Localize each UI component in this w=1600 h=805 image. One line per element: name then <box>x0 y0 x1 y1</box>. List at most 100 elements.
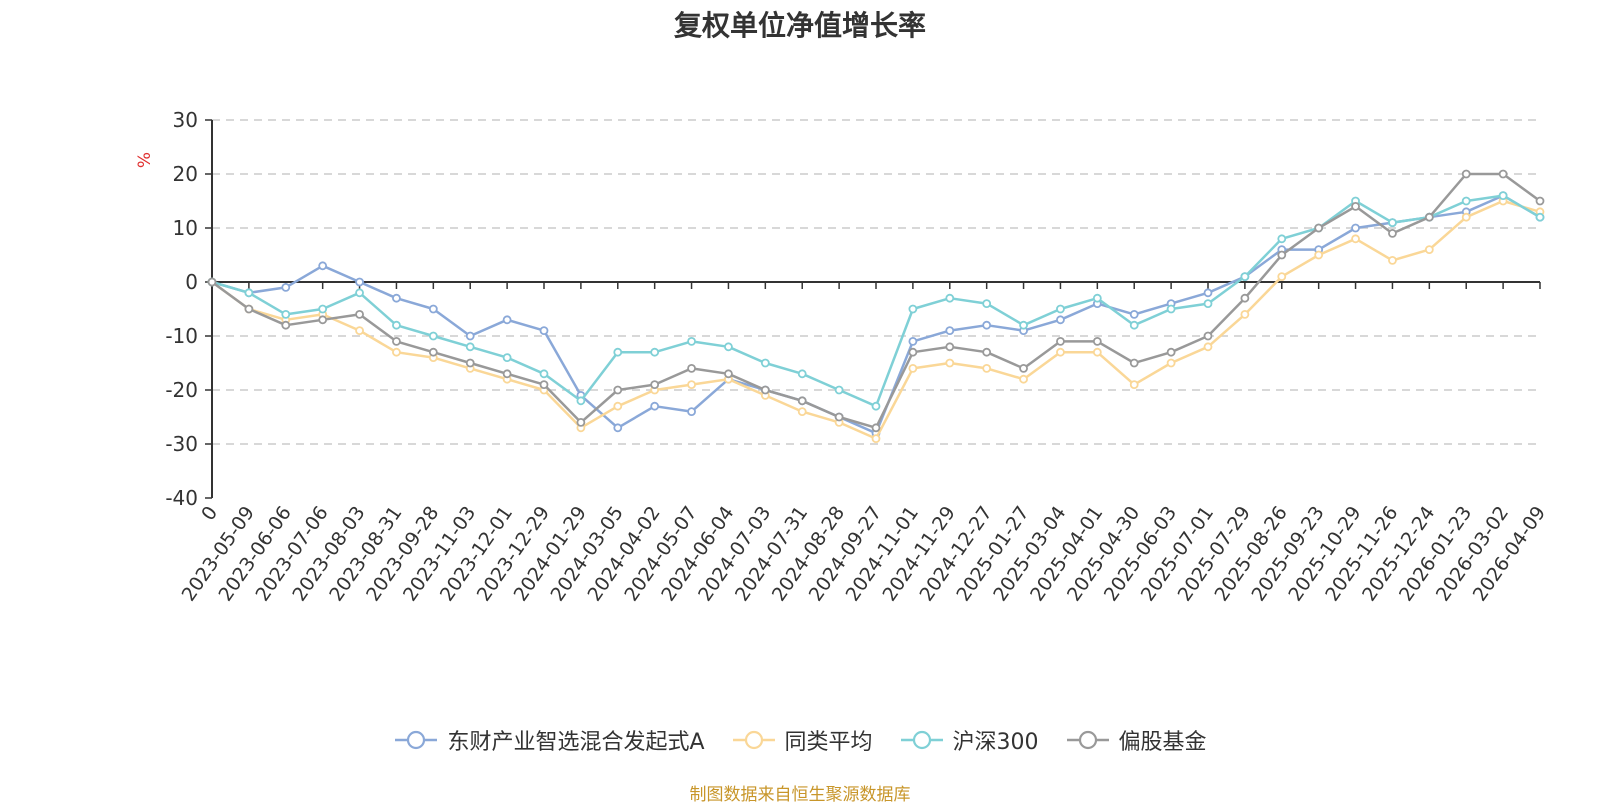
data-point <box>908 347 918 357</box>
chart-title: 复权单位净值增长率 <box>673 9 926 42</box>
data-point <box>982 320 992 330</box>
legend-swatch-icon <box>395 730 438 750</box>
series-line <box>211 194 1541 408</box>
data-point <box>945 342 955 352</box>
data-point <box>945 358 955 368</box>
data-point <box>318 261 328 271</box>
data-point <box>1461 169 1471 179</box>
data-point <box>281 309 291 319</box>
y-axis-unit-label: % <box>135 152 155 168</box>
legend-swatch-icon <box>900 730 943 750</box>
legend-item[interactable]: 偏股基金 <box>1065 724 1207 756</box>
data-point <box>945 293 955 303</box>
data-point <box>207 277 217 287</box>
data-point <box>834 412 844 422</box>
data-point <box>539 369 549 379</box>
data-point <box>1166 358 1176 368</box>
data-point <box>392 320 401 330</box>
series-line <box>211 194 1541 435</box>
data-point <box>281 282 291 292</box>
data-point <box>1388 218 1397 228</box>
data-point <box>428 304 438 314</box>
axes <box>205 119 1541 499</box>
data-point <box>908 363 918 373</box>
data-point <box>1240 272 1250 282</box>
data-point <box>760 358 770 368</box>
data-point <box>871 423 881 433</box>
data-point <box>1129 358 1139 368</box>
data-point <box>1129 309 1139 319</box>
data-point <box>428 331 438 341</box>
data-point <box>1203 288 1213 298</box>
y-tick-label: 20 <box>173 162 198 186</box>
data-point <box>1498 191 1508 201</box>
legend-label: 偏股基金 <box>1118 730 1207 755</box>
x-tick-label: 0 <box>197 502 222 525</box>
data-point <box>724 369 733 379</box>
data-point <box>1277 272 1287 282</box>
data-point <box>613 347 623 357</box>
data-point <box>281 320 291 330</box>
data-point <box>318 304 328 314</box>
data-point <box>1388 255 1397 265</box>
legend-item[interactable]: 同类平均 <box>731 724 873 756</box>
data-point <box>1535 196 1545 206</box>
y-tick-labels: 30 20 10 0 -10 -20 -30 -40 <box>165 108 198 510</box>
source-footer: 制图数据来自恒生聚源数据库 <box>689 785 911 805</box>
data-point <box>1019 320 1028 330</box>
data-point <box>908 336 918 346</box>
data-point <box>465 331 475 341</box>
data-point <box>1092 293 1102 303</box>
y-tick-label: -40 <box>165 486 198 510</box>
legend-label: 同类平均 <box>784 730 873 755</box>
data-point <box>797 369 807 379</box>
data-point <box>1351 234 1360 244</box>
data-point <box>539 326 549 336</box>
data-point <box>1535 212 1545 222</box>
data-point <box>1351 201 1360 211</box>
data-point <box>502 315 512 325</box>
data-point <box>1166 304 1176 314</box>
data-point <box>1461 212 1471 222</box>
data-point <box>871 434 881 444</box>
data-point <box>576 417 586 427</box>
data-point <box>428 347 438 357</box>
data-point <box>613 401 623 411</box>
series-lines <box>207 169 1545 444</box>
data-point <box>1019 363 1028 373</box>
data-point <box>1056 336 1065 346</box>
data-point <box>797 407 807 417</box>
data-point <box>1019 374 1028 384</box>
data-point <box>613 385 623 395</box>
data-point <box>1314 223 1324 233</box>
data-point <box>1461 196 1471 206</box>
data-point <box>244 304 254 314</box>
data-point <box>1277 234 1287 244</box>
y-tick-label: 10 <box>173 216 198 240</box>
legend: 东财产业智选混合发起式A 同类平均 沪深300 偏股基金 <box>0 720 1600 760</box>
data-point <box>392 336 401 346</box>
data-point <box>1203 331 1213 341</box>
data-point <box>392 347 401 357</box>
data-point <box>1351 223 1360 233</box>
data-point <box>1129 320 1139 330</box>
legend-label: 沪深300 <box>952 730 1039 755</box>
data-point <box>355 277 364 287</box>
series-0 <box>207 191 1545 438</box>
legend-item[interactable]: 沪深300 <box>899 724 1039 756</box>
data-point <box>1092 336 1102 346</box>
grid-lines <box>212 119 1540 445</box>
data-point <box>1277 250 1287 260</box>
data-point <box>318 315 328 325</box>
data-point <box>650 347 660 357</box>
data-point <box>1056 304 1065 314</box>
legend-swatch-icon <box>732 730 775 750</box>
data-point <box>982 299 992 309</box>
data-point <box>982 363 992 373</box>
legend-item[interactable]: 东财产业智选混合发起式A <box>393 724 705 756</box>
data-point <box>1056 347 1065 357</box>
data-point <box>1388 228 1397 238</box>
data-point <box>1498 169 1508 179</box>
data-point <box>1129 380 1139 390</box>
